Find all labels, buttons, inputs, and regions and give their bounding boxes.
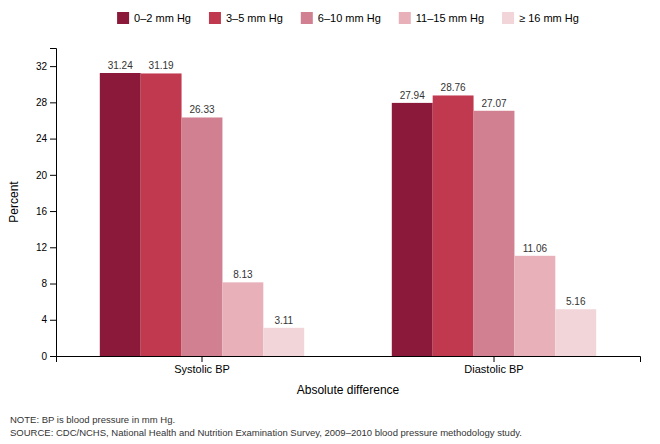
axis-line: [50, 49, 57, 357]
data-label: 26.33: [189, 104, 214, 115]
legend-item: 3–5 mm Hg: [209, 12, 283, 24]
y-axis-title: Percent: [7, 181, 21, 223]
tick: 16: [36, 206, 56, 217]
data-label: 5.16: [566, 296, 586, 307]
tick: 12: [36, 242, 56, 253]
tick: 20: [36, 170, 56, 181]
legend-swatch: [209, 12, 221, 24]
bar: [555, 309, 596, 356]
tick: 0: [41, 351, 56, 362]
tick: 28: [36, 97, 56, 108]
tick-mark: [50, 175, 56, 176]
legend-item: ≥ 16 mm Hg: [502, 12, 579, 24]
legend-label: ≥ 16 mm Hg: [519, 12, 579, 24]
tick-mark: [202, 356, 203, 362]
data-label: 31.24: [108, 60, 133, 71]
data-label: 27.94: [400, 90, 425, 101]
tick-label: 8: [41, 278, 47, 289]
data-label: 28.76: [441, 82, 466, 93]
bar: [100, 73, 141, 356]
data-label: 8.13: [233, 269, 253, 280]
bar: [474, 111, 515, 356]
tick: 8: [41, 278, 56, 289]
data-labels: 31.24 27.94 31.19 28.76 26.33 27.07 8.13 11.06 3…: [108, 60, 586, 326]
tick-label: 32: [36, 61, 48, 72]
tick-mark: [50, 356, 56, 357]
tick-label: 12: [36, 242, 48, 253]
note: SOURCE: CDC/NCHS, National Health and Nu…: [10, 427, 522, 438]
bar: [263, 328, 304, 356]
legend-label: 0–2 mm Hg: [134, 12, 191, 24]
plot: 31.24 27.94 31.19 28.76 26.33 27.07 8.13 11.06 3…: [7, 49, 641, 398]
tick-label: 0: [41, 351, 47, 362]
bar: [182, 117, 223, 356]
tick-mark: [494, 356, 495, 362]
tick-mark: [50, 247, 56, 248]
bar: [514, 256, 555, 356]
data-label: 31.19: [149, 60, 174, 71]
tick-label: 24: [36, 133, 48, 144]
bar: [392, 103, 433, 356]
tick-mark: [50, 320, 56, 321]
tick-label: 20: [36, 170, 48, 181]
legend-swatch: [399, 12, 411, 24]
legend-item: 11–15 mm Hg: [399, 12, 484, 24]
legend-item: 6–10 mm Hg: [301, 12, 381, 24]
tick-label: 4: [41, 314, 47, 325]
tick-mark: [50, 139, 56, 140]
tick-label: Diastolic BP: [464, 363, 523, 375]
legend-swatch: [117, 12, 129, 24]
legend-swatch: [301, 12, 313, 24]
tick-label: Systolic BP: [174, 363, 230, 375]
note: NOTE: BP is blood pressure in mm Hg.: [10, 414, 175, 425]
tick: 4: [41, 314, 56, 325]
notes: NOTE: BP is blood pressure in mm Hg. SOUR…: [10, 414, 522, 438]
tick: 24: [36, 133, 56, 144]
data-label: 11.06: [523, 243, 548, 254]
axis-line: [57, 357, 641, 363]
x-axis: Systolic BP Diastolic BP: [57, 356, 641, 375]
legend-label: 3–5 mm Hg: [226, 12, 283, 24]
tick: Diastolic BP: [464, 356, 523, 375]
legend-swatch: [502, 12, 514, 24]
tick-mark: [50, 66, 56, 67]
legend: 0–2 mm Hg 3–5 mm Hg 6–10 mm Hg 11–15 mm Hg ≥…: [117, 12, 579, 24]
legend-label: 11–15 mm Hg: [416, 12, 484, 24]
bar: [433, 95, 474, 356]
bar: [141, 73, 182, 356]
chart: 31.24 27.94 31.19 28.76 26.33 27.07 8.13 11.06 3…: [0, 0, 660, 444]
tick: Systolic BP: [174, 356, 230, 375]
tick-mark: [50, 284, 56, 285]
tick-label: 28: [36, 97, 48, 108]
legend-label: 6–10 mm Hg: [318, 12, 381, 24]
bar: [222, 282, 263, 356]
bars: [100, 73, 596, 356]
tick-mark: [50, 102, 56, 103]
x-axis-title: Absolute difference: [297, 383, 400, 397]
tick-label: 16: [36, 206, 48, 217]
legend-item: 0–2 mm Hg: [117, 12, 191, 24]
y-axis: 0 4 8 12 16 20 24 28 32: [36, 49, 57, 362]
data-label: 3.11: [274, 315, 293, 326]
tick-mark: [50, 211, 56, 212]
data-label: 27.07: [481, 98, 506, 109]
tick: 32: [36, 61, 56, 72]
